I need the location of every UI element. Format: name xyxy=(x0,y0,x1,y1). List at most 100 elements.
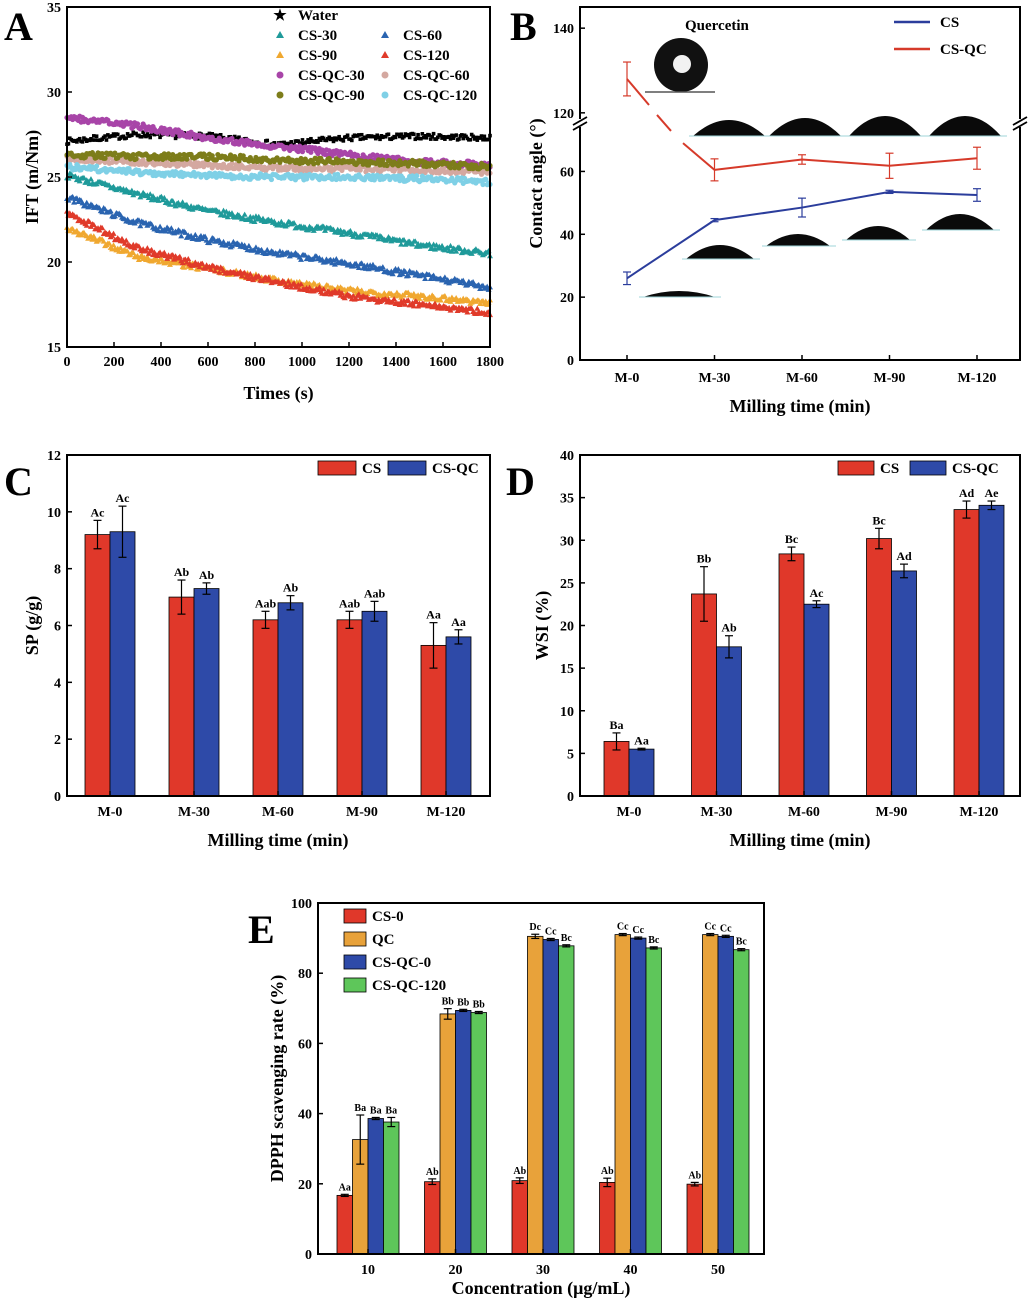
series-cs-120 xyxy=(64,208,493,318)
significance-label: Ac xyxy=(116,491,131,505)
legend-label: CS-0 xyxy=(372,909,404,925)
data-point xyxy=(441,292,448,299)
data-point xyxy=(373,136,378,141)
x-tick-label: 10 xyxy=(361,1263,375,1278)
data-point xyxy=(426,241,433,247)
droplet-image xyxy=(926,214,994,230)
y-tick-label: 25 xyxy=(47,171,61,186)
data-point xyxy=(291,219,298,226)
significance-label: Ba xyxy=(609,718,623,732)
data-point xyxy=(456,165,462,171)
data-point xyxy=(110,230,117,236)
data-point xyxy=(336,288,343,294)
y-tick-label: 0 xyxy=(54,790,61,805)
data-point xyxy=(291,280,298,286)
bar xyxy=(470,1012,487,1255)
data-point xyxy=(438,133,443,138)
droplet-image xyxy=(769,118,841,136)
axis-break-mark xyxy=(572,116,588,126)
data-point xyxy=(379,264,386,270)
y-tick-label: 5 xyxy=(567,747,574,762)
data-point xyxy=(76,178,83,184)
legend-label: CS-60 xyxy=(403,28,442,44)
data-point xyxy=(380,157,386,163)
significance-label: Aa xyxy=(634,733,649,747)
data-point xyxy=(77,136,82,141)
y-tick-label: 40 xyxy=(560,228,574,243)
x-tick-label: M-30 xyxy=(178,805,210,820)
x-tick-label: M-120 xyxy=(960,805,999,820)
data-point xyxy=(395,266,402,272)
significance-label: Aa xyxy=(426,608,441,622)
data-point xyxy=(386,132,391,137)
legend-swatch xyxy=(387,460,427,476)
data-point xyxy=(299,149,306,155)
data-point xyxy=(384,162,390,169)
significance-label: Aab xyxy=(339,596,361,610)
data-point xyxy=(99,224,106,231)
series-cs-qc-90 xyxy=(64,150,493,172)
data-point xyxy=(112,150,118,156)
x-tick-label: M-120 xyxy=(427,805,466,820)
inset-label: Quercetin xyxy=(685,18,750,34)
data-point xyxy=(483,176,489,182)
data-point xyxy=(245,242,252,249)
y-tick-label: 20 xyxy=(47,256,61,271)
data-point xyxy=(94,163,100,169)
x-tick-label: M-30 xyxy=(699,371,731,386)
data-point xyxy=(316,284,323,290)
data-point xyxy=(481,137,485,142)
data-point xyxy=(196,263,203,270)
y-axis-label: DPPH scavenging rate (%) xyxy=(267,975,288,1182)
data-point xyxy=(158,135,162,140)
data-point xyxy=(196,136,200,141)
data-point xyxy=(228,243,235,249)
legend-marker xyxy=(381,71,389,79)
data-point xyxy=(391,296,398,302)
panel-b: B 0 20 40 60 120 140 M-0 M-30 M-60 M-90 M-120 Millin… xyxy=(510,4,1028,417)
data-point xyxy=(111,132,116,136)
data-point xyxy=(94,154,100,161)
series-cs-30 xyxy=(64,170,493,259)
data-point xyxy=(128,187,135,193)
bar xyxy=(336,1194,353,1255)
series-cs-90 xyxy=(64,224,493,307)
bar xyxy=(445,636,472,797)
data-point xyxy=(192,231,199,238)
x-axis-label: Milling time (min) xyxy=(730,830,871,851)
data-point xyxy=(289,140,293,144)
significance-label: Aab xyxy=(255,596,277,610)
significance-label: Ba xyxy=(354,1103,366,1114)
data-point xyxy=(441,274,448,280)
droplet-image xyxy=(846,226,910,240)
data-point xyxy=(241,211,248,217)
data-point xyxy=(376,135,381,140)
bar xyxy=(336,619,363,797)
data-point xyxy=(83,199,90,205)
data-point xyxy=(355,291,362,297)
legend-swatch xyxy=(343,977,367,993)
series-cs-qc-30 xyxy=(64,113,493,170)
data-point xyxy=(434,305,441,311)
data-point xyxy=(199,260,206,266)
plot-frame xyxy=(579,6,1021,361)
data-point xyxy=(155,197,162,203)
y-tick-label: 2 xyxy=(54,733,61,748)
y-tick-label: 140 xyxy=(553,22,574,37)
data-point xyxy=(73,227,80,233)
data-point xyxy=(201,164,207,170)
series-cs-qc-120 xyxy=(64,161,493,188)
data-point xyxy=(461,136,466,141)
data-point xyxy=(308,149,314,155)
legend-label: CS-QC-30 xyxy=(298,68,365,84)
legend-label: CS xyxy=(362,461,381,477)
x-tick-label: 20 xyxy=(449,1263,463,1278)
x-axis-label: Milling time (min) xyxy=(208,830,349,851)
x-tick-label: 30 xyxy=(536,1263,550,1278)
data-point xyxy=(378,137,382,142)
data-point xyxy=(447,134,451,139)
legend-label: CS-90 xyxy=(298,48,337,64)
data-point xyxy=(168,225,175,231)
data-point xyxy=(422,275,429,282)
y-tick-label: 0 xyxy=(567,790,574,805)
